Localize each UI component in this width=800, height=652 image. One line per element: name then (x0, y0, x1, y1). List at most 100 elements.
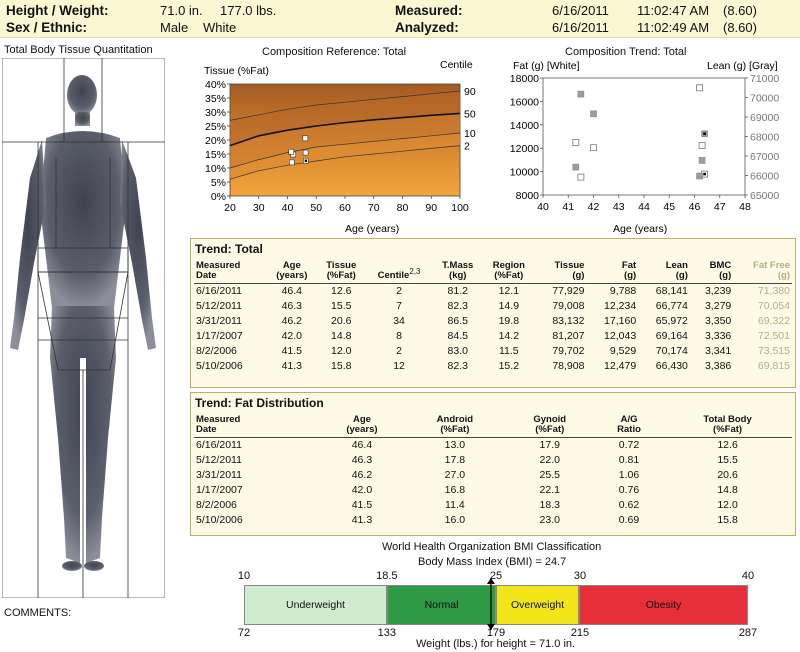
trend-fat-cell: 13.0 (444, 439, 466, 451)
trend-total-header-unit: (g) (572, 270, 585, 281)
trend-total-cell: 2 (396, 345, 402, 357)
trend-chart-title: Composition Trend: Total (565, 46, 687, 58)
centile-curve-2 (229, 145, 461, 180)
trend-total-header: Fat Free (g) (733, 261, 792, 284)
trend-lean-point (572, 163, 580, 171)
trend-fat-header-unit: Date (196, 424, 217, 435)
trend-total-header-line: Age (282, 260, 301, 271)
body-image-title: Total Body Tissue Quantitation (4, 44, 153, 56)
bmi-overweight-segment: Overweight (496, 585, 579, 625)
trend-total-header-line: Fat Free (753, 260, 790, 271)
trend-lean-current-point (703, 132, 706, 136)
reference-y-tick-label: 30% (205, 107, 226, 119)
centile-band (230, 133, 460, 180)
trend-fat-row: 5/12/2011 46.3 17.8 22.0 0.81 15.5 (194, 453, 792, 468)
reference-y-tick-label: 35% (205, 93, 226, 105)
trend-y-tick-label: 10000 (510, 167, 539, 179)
trend-total-header: BMC (g) (689, 261, 734, 284)
trend-fat-header-unit: (years) (346, 424, 378, 435)
bmi-marker-down-arrow (486, 624, 495, 630)
trend-total-cell: 34 (393, 315, 405, 327)
trend-total-row: 5/10/2006 41.3 15.8 12 82.3 15.2 78,908 12,479 6… (194, 359, 792, 374)
reference-centile-label: Centile (440, 59, 473, 71)
reference-y-tick-label: 15% (205, 149, 226, 161)
trend-total-cell: 72,501 (757, 330, 790, 342)
trend-chart: Fat (g) [White] Lean (g) [Gray] 8000 1000… (510, 60, 780, 235)
trend-total-cell: 20.6 (331, 315, 352, 327)
trend-fat-cell: 17.9 (539, 439, 560, 451)
bmi-normal-segment: Normal (387, 585, 496, 625)
centile-band (230, 113, 460, 168)
trend-total-cell: 9,529 (609, 345, 637, 357)
bmi-top-tick-label: 18.5 (376, 570, 398, 582)
trend-fat-cell: 0.72 (618, 439, 640, 451)
trend-total-cell: 6/16/2011 (196, 285, 242, 297)
trend-fat-header: Total Body (%Fat) (663, 415, 792, 438)
trend-total-cell: 14.2 (498, 330, 520, 342)
trend-x-label: Age (years) (613, 223, 667, 235)
trend-total-cell: 3,341 (704, 345, 732, 357)
trend-fat-label: Fat (g) [White] (513, 60, 580, 72)
trend-fat-cell: 46.2 (351, 469, 373, 481)
trend-total-cell: 73,515 (757, 345, 790, 357)
trend-fat-cell: 15.8 (717, 514, 738, 526)
trend-total-cell: 71,380 (757, 285, 790, 297)
trend-fat-header-line: A/G (620, 414, 638, 425)
trend-lean-label: Lean (g) [Gray] (707, 60, 778, 72)
trend-fat-cell: 1/17/2007 (196, 484, 243, 496)
header-bar (0, 0, 800, 38)
bmi-marker (486, 578, 495, 630)
trend-fat-cell: 12.6 (717, 439, 738, 451)
trend-fat-title: Trend: Fat Distribution (195, 396, 324, 410)
trend-plot-area (542, 77, 746, 196)
trend-fat-cell: 20.6 (717, 469, 738, 481)
trend-y2-tick-label: 69000 (750, 112, 779, 124)
trend-fat-cell: 41.5 (351, 499, 373, 511)
trend-total-cell: 2 (396, 285, 402, 297)
trend-fat-cell: 5/12/2011 (196, 454, 242, 466)
trend-lean-point (577, 90, 585, 98)
bmi-weight-label: Weight (lbs.) for height = 71.0 in. (416, 638, 576, 650)
trend-fat-row: 1/17/2007 42.0 16.8 22.1 0.76 14.8 (194, 483, 792, 498)
trend-total-header-unit: (kg) (449, 270, 467, 281)
trend-total-cell: 3,336 (704, 330, 732, 342)
trend-total-cell: 70,054 (757, 300, 790, 312)
trend-x-tick-label: 45 (663, 201, 675, 213)
reference-x-tick-label: 50 (310, 202, 322, 214)
trend-total-header-unit: (g) (777, 270, 790, 281)
trend-total-cell: 5/10/2006 (196, 360, 243, 372)
bmi-underweight-label: Underweight (286, 599, 345, 611)
trend-total-header-line: Tissue (554, 260, 585, 271)
trend-fat-cell: 41.3 (351, 514, 373, 526)
trend-total-row: 8/2/2006 41.5 12.0 2 83.0 11.5 79,702 9,529 70,1… (194, 344, 792, 359)
centile-band (230, 91, 460, 146)
trend-fat-cell: 16.8 (444, 484, 466, 496)
analyzed-date: 6/16/2011 (552, 20, 609, 35)
trend-total-cell: 3/31/2011 (196, 315, 242, 327)
analyzed-time: 11:02:49 AM (637, 20, 710, 35)
trend-total-cell: 83,132 (552, 315, 585, 327)
bmi-obesity-label: Obesity (645, 599, 682, 611)
trend-total-header-line: Centile (377, 270, 410, 281)
trend-fat-point (590, 144, 597, 152)
trend-fat-table: Measured Date Age (years) Android (%Fat) Gynoi… (194, 415, 792, 528)
trend-fat-header-unit: (%Fat) (535, 424, 565, 435)
bmi-top-tick-label: 40 (741, 570, 755, 582)
trend-fat-point (577, 173, 585, 181)
trend-total-cell: 14.9 (498, 300, 520, 312)
trend-fat-cell: 16.0 (444, 514, 466, 526)
trend-total-cell: 69,322 (757, 315, 790, 327)
trend-total-cell: 69,815 (757, 360, 790, 372)
trend-x-tick-label: 47 (714, 201, 726, 213)
trend-fat-header-line: Android (436, 414, 474, 425)
trend-total-cell: 3,239 (704, 285, 732, 297)
weight-value: 177.0 lbs. (220, 3, 277, 18)
reference-x-tick-label: 90 (425, 202, 437, 214)
trend-x-tick-label: 41 (562, 201, 574, 213)
trend-total-header-unit: (%Fat) (494, 270, 524, 281)
trend-fat-header: Age (years) (318, 415, 406, 438)
trend-total-header-line: T.Mass (442, 260, 474, 271)
trend-total-cell: 3,386 (704, 360, 732, 372)
analyzed-label: Analyzed: (395, 20, 459, 35)
trend-fat-cell: 27.0 (444, 469, 466, 481)
